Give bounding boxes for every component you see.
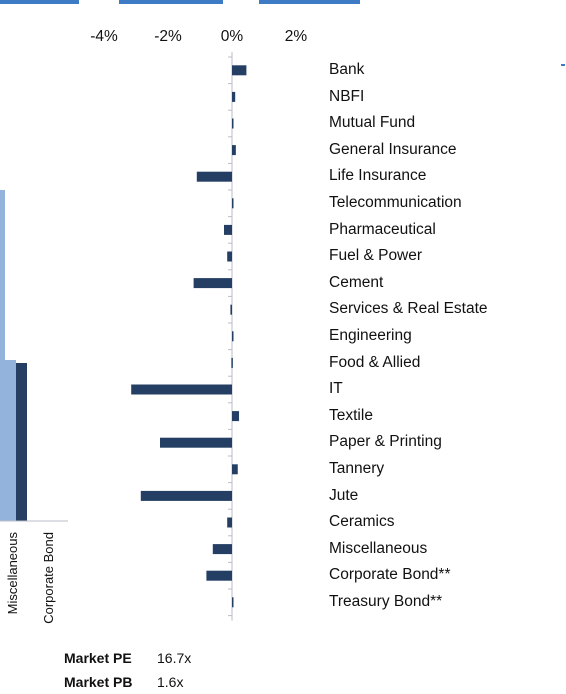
market-stats: Market PE 16.7x Market PB 1.6x (64, 646, 191, 694)
sector-return-chart: -4% -2% 0% 2% (90, 28, 308, 621)
bar-cement (193, 278, 232, 289)
sector-label-cement: Cement (329, 273, 384, 291)
bar-miscellaneous (212, 544, 232, 555)
x-tick-label: 2% (285, 28, 308, 45)
x-tick-label: -4% (90, 28, 118, 45)
bar-it (131, 384, 232, 395)
bar-nbfi (232, 91, 236, 102)
bar-general-insurance (232, 145, 236, 156)
market-pb-value: 1.6x (157, 674, 184, 690)
bar-treasury-bond (232, 597, 234, 608)
x-tick-label: 0% (221, 28, 244, 45)
sector-label-list: Bank NBFI Mutual Fund General Insurance Life… (329, 57, 488, 615)
bar-food-allied (231, 357, 233, 368)
bar-tannery (232, 464, 238, 475)
sector-label-jute: Jute (329, 486, 359, 504)
sector-label-food-allied: Food & Allied (329, 353, 421, 371)
bar-pharmaceutical (224, 224, 232, 235)
bar-paper-printing (160, 437, 232, 448)
left-category-label: Corporate Bond (41, 532, 56, 624)
sector-label-ceramics: Ceramics (329, 513, 395, 531)
sector-label-it: IT (329, 380, 343, 398)
bar-engineering (232, 331, 234, 342)
sector-label-textile: Textile (329, 406, 373, 424)
sector-label-miscellaneous: Miscellaneous (329, 539, 428, 557)
sector-label-pharmaceutical: Pharmaceutical (329, 220, 436, 238)
bar-corporate-bond (206, 570, 232, 581)
sector-label-bank: Bank (329, 61, 365, 78)
sector-label-services-real-estate: Services & Real Estate (329, 300, 488, 318)
x-tick-label: -2% (154, 28, 182, 45)
bar-fuel-power (227, 251, 232, 262)
market-pe-row: Market PE 16.7x (64, 646, 191, 670)
bar-jute (140, 490, 232, 501)
left-bar-dark (16, 363, 27, 521)
market-pe-value: 16.7x (157, 650, 192, 666)
sector-label-nbfi: NBFI (329, 87, 365, 105)
market-pe-label: Market PE (64, 650, 132, 666)
sector-label-life-insurance: Life Insurance (329, 167, 427, 185)
sector-label-corporate-bond: Corporate Bond** (329, 566, 451, 584)
market-pb-row: Market PB 1.6x (64, 670, 191, 694)
bar-bank (232, 65, 247, 76)
sector-label-engineering: Engineering (329, 326, 412, 344)
bar-life-insurance (196, 171, 232, 182)
left-category-label: Miscellaneous (5, 532, 20, 615)
sector-label-telecommunication: Telecommunication (329, 193, 462, 211)
market-pb-label: Market PB (64, 674, 133, 690)
bar-textile (232, 411, 240, 422)
bar-mutual-fund (232, 118, 234, 129)
sector-label-general-insurance: General Insurance (329, 140, 457, 158)
sector-label-fuel-power: Fuel & Power (329, 247, 423, 265)
sector-label-treasury-bond: Treasury Bond** (329, 592, 443, 610)
left-bar-light (5, 360, 16, 521)
left-bar-light-edge (0, 190, 5, 521)
right-edge-dash (561, 64, 565, 66)
sector-label-paper-printing: Paper & Printing (329, 433, 442, 451)
bar-ceramics (227, 517, 232, 528)
sector-label-tannery: Tannery (329, 459, 385, 477)
bar-services-real-estate (230, 304, 232, 315)
left-bar-chart: Miscellaneous Corporate Bond (0, 190, 68, 624)
sector-label-mutual-fund: Mutual Fund (329, 114, 416, 132)
bar-telecommunication (232, 198, 234, 209)
chart-title-strip (0, 0, 360, 4)
